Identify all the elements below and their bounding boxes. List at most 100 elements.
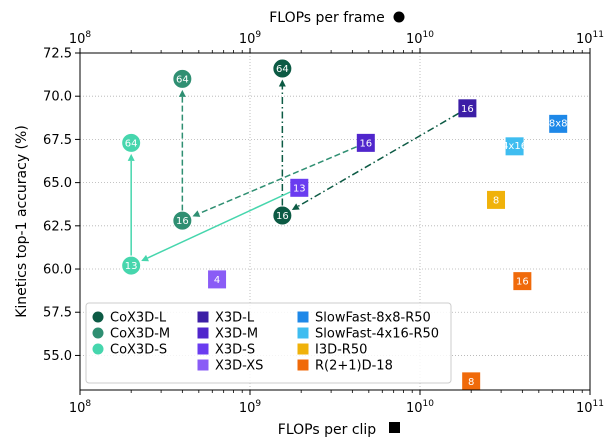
data-point-cox3d-l: 16 xyxy=(272,205,293,226)
circle-marker xyxy=(172,68,193,89)
data-point-x3d-s: 13 xyxy=(290,178,309,197)
legend-circle xyxy=(92,343,104,355)
arrow-line xyxy=(147,191,291,259)
square-marker-icon xyxy=(389,422,400,433)
data-point-cox3d-l: 64 xyxy=(272,58,293,79)
arrow-head xyxy=(127,153,135,161)
legend-square xyxy=(297,327,309,339)
point-label: 4 xyxy=(214,275,220,286)
point-label: 8 xyxy=(493,195,499,206)
ticks: 108 108 109 109 1010 1010 1011 1011 55.0 57.5 60.0… xyxy=(43,30,604,416)
y-tick-label: 55.0 xyxy=(43,349,72,364)
legend-item: R(2+1)D-18 xyxy=(297,359,393,374)
arrow xyxy=(192,146,357,217)
legend-box xyxy=(85,302,452,384)
circle-marker xyxy=(172,210,193,231)
point-label: 8x8 xyxy=(549,118,568,129)
circle-marker-icon xyxy=(393,11,405,23)
data-point-x3d-m: 16 xyxy=(356,133,375,152)
square-marker xyxy=(458,99,477,118)
square-marker xyxy=(505,137,524,156)
data-point-r-2-1-d-18: 8 xyxy=(462,372,481,391)
legend-item: X3D-XS xyxy=(197,359,263,374)
arrow xyxy=(127,153,135,256)
legend-label: CoX3D-S xyxy=(110,343,167,358)
arrow-head xyxy=(192,210,201,217)
y-tick-label: 65.0 xyxy=(43,176,72,191)
plot-frame xyxy=(79,52,591,391)
x-tick-label-bottom: 1010 xyxy=(406,399,434,416)
point-label: 4x16 xyxy=(502,141,527,152)
arrow-head xyxy=(141,254,149,262)
legend-label: CoX3D-L xyxy=(110,311,167,326)
square-marker xyxy=(462,372,481,391)
legend-circle xyxy=(92,311,104,323)
data-point-i3d-r50: 8 xyxy=(487,190,506,209)
point-label: 16 xyxy=(516,277,529,288)
legend-square xyxy=(197,311,209,323)
point-label: 8 xyxy=(468,377,474,388)
legend-item: SlowFast-4x16-R50 xyxy=(297,327,439,342)
x-tick-label-bottom: 109 xyxy=(239,399,262,416)
y-tick-label: 62.5 xyxy=(43,219,72,234)
x-tick-label-bottom: 1011 xyxy=(576,399,604,416)
data-point-r-2-1-d-18: 16 xyxy=(513,272,532,291)
circle-marker xyxy=(121,132,142,153)
legend-label: R(2+1)D-18 xyxy=(315,359,393,374)
point-label: 13 xyxy=(293,183,306,194)
legend-item: X3D-L xyxy=(197,311,255,326)
legend-label: CoX3D-M xyxy=(110,327,170,342)
square-marker xyxy=(208,270,227,289)
arrow xyxy=(278,79,286,206)
legend-circle xyxy=(92,327,104,339)
circle-marker xyxy=(272,58,293,79)
data-marks: 16 64 16 64 13 64 16 16 13 4 8x8 4x16 8 16 8 xyxy=(121,58,568,391)
data-point-x3d-xs: 4 xyxy=(208,270,227,289)
point-label: 16 xyxy=(461,104,474,115)
data-point-cox3d-m: 16 xyxy=(172,210,193,231)
x-axis-title-top: FLOPs per frame xyxy=(269,10,385,26)
y-tick-label: 57.5 xyxy=(43,306,72,321)
y-tick-label: 67.5 xyxy=(43,133,72,148)
arrow xyxy=(291,112,460,210)
point-label: 13 xyxy=(125,261,138,272)
y-tick-label: 60.0 xyxy=(43,263,72,278)
y-tick-label: 70.0 xyxy=(43,90,72,105)
point-label: 64 xyxy=(276,64,289,75)
circle-marker xyxy=(272,205,293,226)
legend-item: X3D-S xyxy=(197,343,255,358)
legend-label: X3D-S xyxy=(215,343,255,358)
x-axis-title-bottom: FLOPs per clip xyxy=(278,422,376,438)
x-tick-label-top: 108 xyxy=(69,30,92,47)
y-tick-label: 72.5 xyxy=(43,47,72,62)
data-point-slowfast-4x16-r50: 4x16 xyxy=(502,137,527,156)
arrow xyxy=(178,89,186,211)
x-tick-label-top: 1010 xyxy=(406,30,434,47)
arrow-line xyxy=(297,112,460,208)
square-marker xyxy=(549,114,568,133)
legend-square xyxy=(297,343,309,355)
arrows xyxy=(127,79,460,262)
y-axis-title: Kinetics top-1 accuracy (%) xyxy=(14,125,30,318)
legend-square xyxy=(297,311,309,323)
arrow-head xyxy=(291,203,300,210)
point-label: 64 xyxy=(176,74,189,85)
legend-item: CoX3D-L xyxy=(92,311,167,326)
point-label: 16 xyxy=(359,138,372,149)
x-tick-label-top: 109 xyxy=(239,30,262,47)
data-point-cox3d-s: 13 xyxy=(121,255,142,276)
legend-label: X3D-XS xyxy=(215,359,263,374)
data-point-slowfast-8x8-r50: 8x8 xyxy=(549,114,568,133)
legend-label: I3D-R50 xyxy=(315,343,367,358)
x-tick-label-bottom: 108 xyxy=(69,399,92,416)
legend-label: X3D-M xyxy=(215,327,258,342)
square-marker xyxy=(356,133,375,152)
legend-label: SlowFast-4x16-R50 xyxy=(315,327,439,342)
legend-label: SlowFast-8x8-R50 xyxy=(315,311,431,326)
legend-item: SlowFast-8x8-R50 xyxy=(297,311,431,326)
point-label: 64 xyxy=(125,138,138,149)
arrow xyxy=(141,191,291,262)
legend-item: I3D-R50 xyxy=(297,343,367,358)
